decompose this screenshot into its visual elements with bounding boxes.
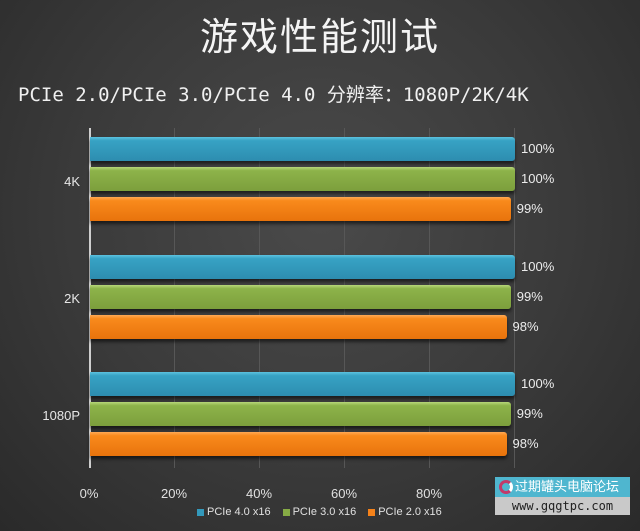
legend-item-pcie4: PCIe 4.0 x16: [197, 506, 271, 518]
data-label: 98%: [512, 436, 539, 451]
data-label: 99%: [516, 406, 543, 421]
legend: PCIe 4.0 x16 PCIe 3.0 x16 PCIe 2.0 x16: [197, 506, 442, 518]
bar-4k-1: [90, 167, 515, 191]
bar-2k-2: [90, 315, 507, 339]
legend-swatch-icon: [368, 508, 376, 516]
data-label: 98%: [512, 319, 539, 334]
data-label: 100%: [521, 171, 555, 186]
bar-1080p-1: [90, 402, 511, 426]
bar-2k-0: [90, 255, 515, 279]
x-tick-60: 60%: [330, 486, 358, 501]
bar-4k-0: [90, 137, 515, 161]
legend-swatch-icon: [282, 508, 290, 516]
chart-title: 游戏性能测试: [199, 15, 440, 59]
x-tick-40: 40%: [245, 486, 273, 501]
legend-item-pcie2: PCIe 2.0 x16: [368, 506, 442, 518]
data-label: 100%: [521, 141, 555, 156]
category-label-1080p: 1080P: [42, 408, 80, 423]
bar-1080p-0: [90, 372, 515, 396]
x-tick-80: 80%: [415, 486, 443, 501]
x-tick-20: 20%: [160, 486, 188, 501]
bar-4k-2: [90, 197, 511, 221]
watermark-url: www.gqgtpc.com: [495, 497, 630, 515]
watermark: 过期罐头电脑论坛 www.gqgtpc.com: [495, 477, 630, 515]
legend-swatch-icon: [197, 508, 204, 516]
category-label-2k: 2K: [64, 291, 80, 306]
bar-1080p-2: [90, 432, 507, 456]
data-label: 99%: [516, 201, 543, 216]
data-label: 100%: [521, 259, 555, 274]
bar-2k-1: [90, 285, 511, 309]
category-label-4k: 4K: [64, 174, 80, 189]
chart-subtitle: PCIe 2.0/PCIe 3.0/PCIe 4.0 分辨率：1080P/2K/…: [18, 84, 529, 106]
data-label: 100%: [521, 376, 555, 391]
legend-item-pcie3: PCIe 3.0 x16: [282, 506, 356, 518]
gridline-100: [514, 128, 515, 468]
data-label: 99%: [516, 289, 543, 304]
x-tick-0: 0%: [79, 486, 99, 501]
forum-logo-icon: [499, 480, 513, 494]
